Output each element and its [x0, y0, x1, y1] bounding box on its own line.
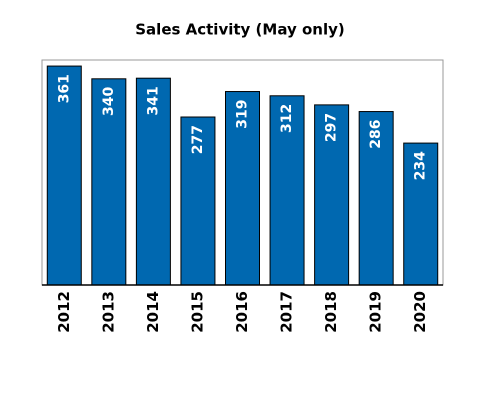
value-label: 341 — [145, 86, 161, 115]
x-tick-label: 2015 — [188, 291, 206, 333]
x-tick-label: 2017 — [278, 291, 296, 333]
value-label: 234 — [413, 151, 429, 180]
x-tick-label: 2020 — [411, 291, 429, 333]
x-tick-label: 2018 — [322, 291, 340, 333]
value-label: 277 — [190, 125, 206, 154]
x-tick-label: 2016 — [233, 291, 251, 333]
chart-title: Sales Activity (May only) — [135, 21, 345, 39]
bar — [46, 65, 82, 286]
value-label: 319 — [235, 100, 251, 129]
value-label: 340 — [101, 87, 117, 116]
bar — [225, 91, 260, 286]
x-tick-label: 2014 — [144, 291, 162, 333]
x-tick-label: 2013 — [99, 291, 117, 333]
value-label: 286 — [368, 120, 384, 149]
bar — [314, 104, 350, 286]
value-label: 312 — [279, 104, 295, 133]
bar — [135, 77, 171, 286]
x-tick-label: 2012 — [55, 291, 73, 333]
bar — [403, 142, 439, 286]
value-label: 297 — [324, 113, 340, 142]
x-tick-label: 2019 — [367, 291, 385, 333]
bar — [91, 78, 127, 286]
value-label: 361 — [56, 74, 72, 103]
